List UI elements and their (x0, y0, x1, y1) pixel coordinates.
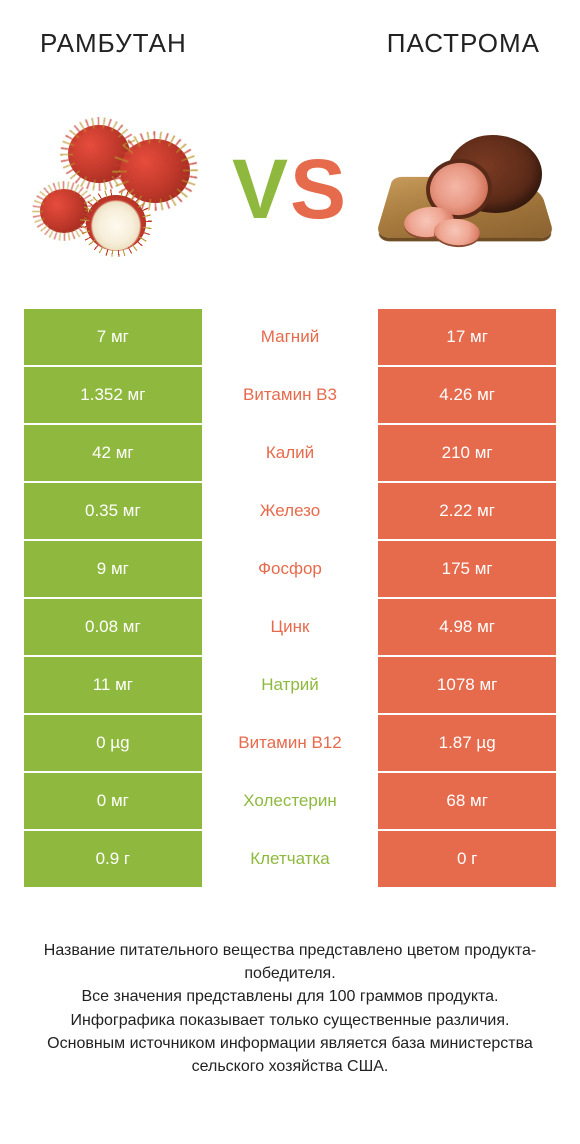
table-row: 42 мгКалий210 мг (24, 425, 556, 483)
left-value: 42 мг (24, 425, 202, 481)
left-value: 0 µg (24, 715, 202, 771)
left-value: 11 мг (24, 657, 202, 713)
nutrient-label: Цинк (202, 599, 379, 655)
nutrient-label: Железо (202, 483, 379, 539)
right-value: 1.87 µg (378, 715, 556, 771)
nutrient-label: Витамин B3 (202, 367, 379, 423)
left-value: 0.35 мг (24, 483, 202, 539)
left-value: 0.9 г (24, 831, 202, 887)
table-row: 11 мгНатрий1078 мг (24, 657, 556, 715)
right-value: 17 мг (378, 309, 556, 365)
table-row: 0.9 гКлетчатка0 г (24, 831, 556, 889)
pastrami-image (380, 119, 550, 259)
nutrient-label: Холестерин (202, 773, 379, 829)
table-row: 0.08 мгЦинк4.98 мг (24, 599, 556, 657)
right-value: 0 г (378, 831, 556, 887)
vs-s: S (290, 142, 348, 236)
left-value: 7 мг (24, 309, 202, 365)
right-value: 210 мг (378, 425, 556, 481)
hero-row: VS (0, 89, 580, 289)
table-row: 1.352 мгВитамин B34.26 мг (24, 367, 556, 425)
header: РАМБУТАН ПАСТРОМА (0, 0, 580, 59)
table-row: 0 µgВитамин B121.87 µg (24, 715, 556, 773)
nutrient-label: Фосфор (202, 541, 379, 597)
left-value: 0 мг (24, 773, 202, 829)
vs-label: VS (232, 147, 348, 231)
right-value: 4.26 мг (378, 367, 556, 423)
footer-notes: Название питательного вещества представл… (30, 939, 550, 1078)
left-value: 1.352 мг (24, 367, 202, 423)
nutrient-label: Витамин B12 (202, 715, 379, 771)
table-row: 0 мгХолестерин68 мг (24, 773, 556, 831)
vs-v: V (232, 142, 290, 236)
right-value: 68 мг (378, 773, 556, 829)
right-value: 175 мг (378, 541, 556, 597)
table-row: 0.35 мгЖелезо2.22 мг (24, 483, 556, 541)
rambutan-image (30, 119, 200, 259)
footer-line: Инфографика показывает только существенн… (30, 1009, 550, 1032)
left-value: 9 мг (24, 541, 202, 597)
right-value: 2.22 мг (378, 483, 556, 539)
left-product-title: РАМБУТАН (40, 28, 187, 59)
nutrient-label: Натрий (202, 657, 379, 713)
left-value: 0.08 мг (24, 599, 202, 655)
nutrient-label: Калий (202, 425, 379, 481)
table-row: 9 мгФосфор175 мг (24, 541, 556, 599)
footer-line: Все значения представлены для 100 граммо… (30, 985, 550, 1008)
nutrient-label: Клетчатка (202, 831, 379, 887)
right-value: 4.98 мг (378, 599, 556, 655)
footer-line: Основным источником информации является … (30, 1032, 550, 1078)
right-product-title: ПАСТРОМА (387, 28, 540, 59)
right-value: 1078 мг (378, 657, 556, 713)
footer-line: Название питательного вещества представл… (30, 939, 550, 985)
table-row: 7 мгМагний17 мг (24, 309, 556, 367)
nutrient-label: Магний (202, 309, 379, 365)
nutrition-table: 7 мгМагний17 мг1.352 мгВитамин B34.26 мг… (24, 309, 556, 889)
